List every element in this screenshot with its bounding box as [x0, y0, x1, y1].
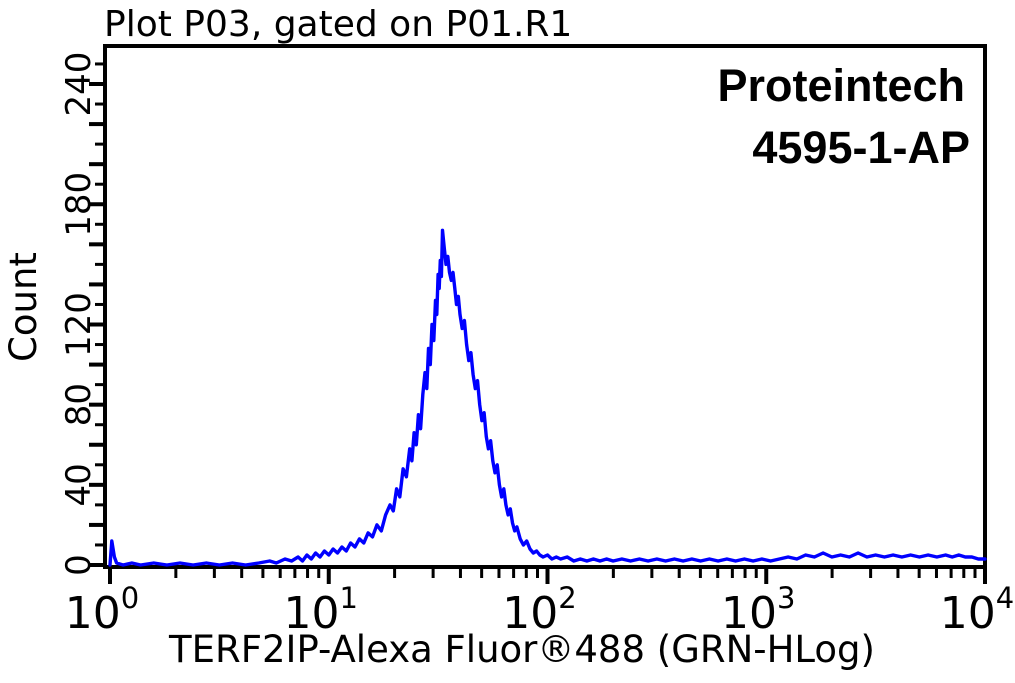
watermark-line1: Proteintech: [717, 60, 965, 111]
y-tick-label: 40: [59, 463, 99, 506]
x-tick-label: 103: [721, 581, 795, 639]
y-tick-label: 120: [59, 292, 99, 357]
y-tick-label: 80: [59, 383, 99, 426]
y-tick-label: 180: [59, 172, 99, 237]
blue-open-histogram-curve: [108, 228, 987, 567]
histogram-curves-layer: [108, 228, 987, 567]
x-axis-label: TERF2IP-Alexa Fluor®488 (GRN-HLog): [168, 628, 875, 671]
x-tick-label: 101: [284, 581, 358, 639]
plot-border: [103, 44, 987, 569]
watermark-line2: 4595-1-AP: [752, 122, 970, 173]
x-tick-label: 100: [65, 581, 139, 639]
y-axis-label: Count: [2, 252, 45, 362]
x-tick-label: 102: [502, 581, 576, 639]
plot-title: Plot P03, gated on P01.R1: [104, 4, 572, 45]
y-tick-label: 240: [59, 52, 99, 117]
x-tick-label: 104: [940, 581, 1014, 639]
axis-tick-labels-layer: 100 101 102 103 104 0 40 80 120 180 240: [59, 52, 1014, 639]
axis-ticks-layer: [89, 62, 987, 584]
y-tick-label: 0: [59, 554, 99, 576]
